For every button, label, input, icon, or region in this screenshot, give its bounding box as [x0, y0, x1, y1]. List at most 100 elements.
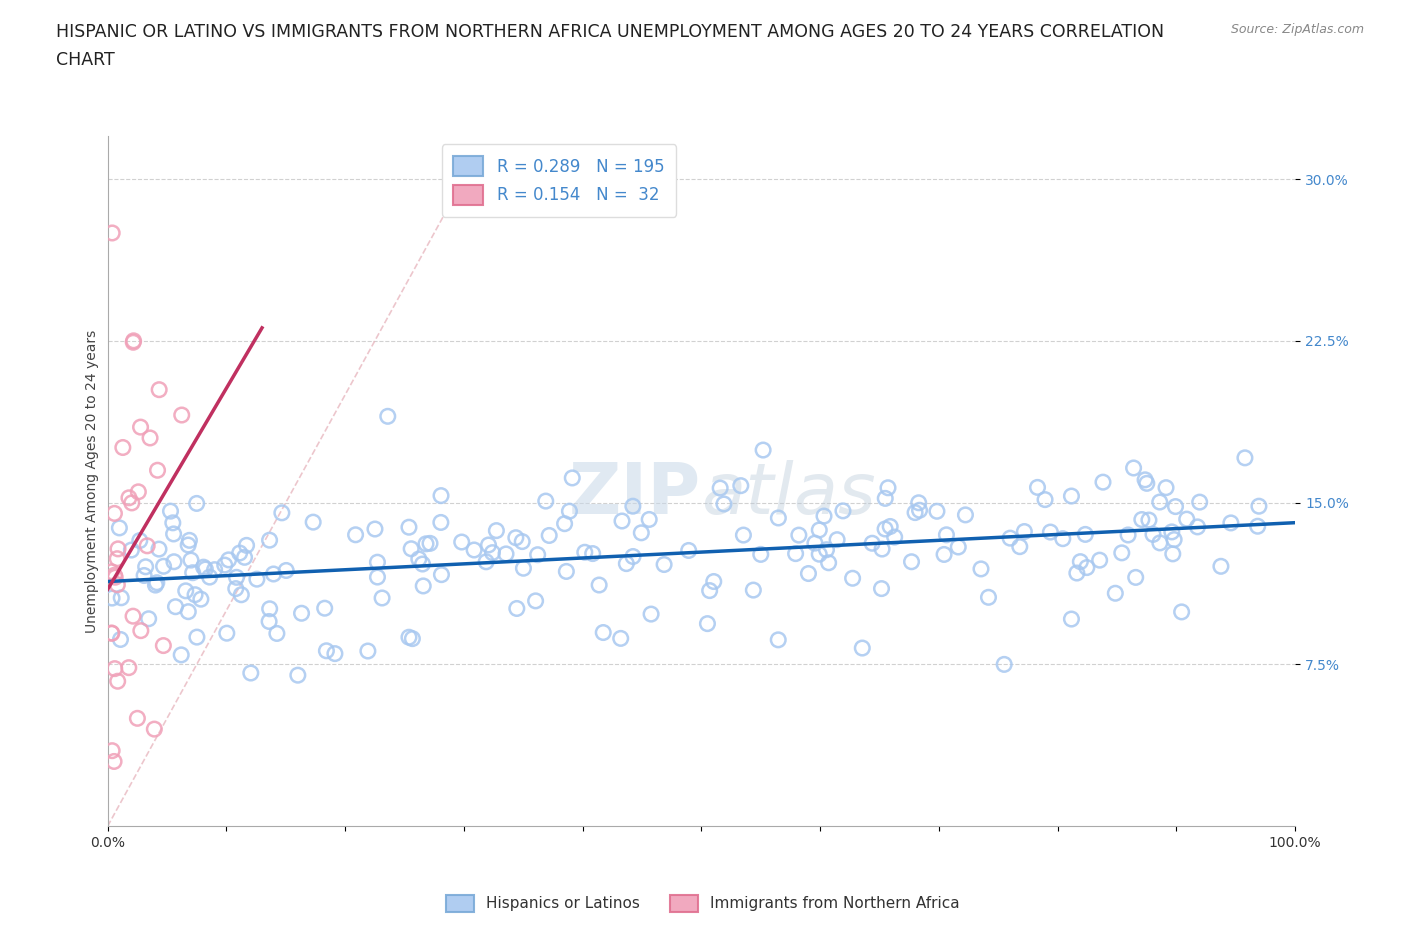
Point [105, 578, 128, 592]
Point [180, 552, 202, 567]
Point [873, 522, 896, 537]
Point [1052, 531, 1074, 546]
Point [107, 674, 129, 689]
Point [841, 571, 863, 586]
Point [162, 526, 184, 541]
Legend: Hispanics or Latinos, Immigrants from Northern Africa: Hispanics or Latinos, Immigrants from No… [440, 889, 966, 918]
Point [266, 626, 288, 641]
Point [257, 614, 280, 629]
Point [730, 478, 752, 493]
Point [118, 660, 141, 675]
Point [752, 443, 775, 458]
Point [344, 527, 367, 542]
Point [148, 541, 170, 556]
Point [239, 666, 262, 681]
Point [103, 506, 125, 521]
Point [1175, 512, 1198, 526]
Point [129, 419, 152, 434]
Point [129, 623, 152, 638]
Point [1149, 536, 1171, 551]
Point [100, 565, 122, 579]
Point [134, 568, 156, 583]
Point [1154, 480, 1177, 495]
Point [412, 578, 434, 593]
Point [233, 550, 256, 565]
Point [477, 538, 499, 552]
Point [270, 505, 292, 520]
Point [163, 554, 186, 569]
Point [1170, 604, 1192, 619]
Text: CHART: CHART [56, 51, 115, 69]
Point [401, 631, 423, 646]
Point [768, 632, 790, 647]
Point [512, 561, 534, 576]
Point [538, 528, 561, 543]
Point [1039, 525, 1062, 539]
Point [419, 536, 441, 551]
Point [1247, 519, 1270, 534]
Point [364, 522, 387, 537]
Point [1122, 460, 1144, 475]
Point [696, 617, 718, 631]
Point [357, 644, 380, 658]
Point [1091, 474, 1114, 489]
Point [1149, 495, 1171, 510]
Point [101, 591, 124, 605]
Point [555, 564, 578, 578]
Point [323, 646, 346, 661]
Point [860, 536, 883, 551]
Point [408, 551, 430, 566]
Point [314, 601, 336, 616]
Point [1188, 495, 1211, 510]
Point [510, 534, 533, 549]
Point [214, 558, 236, 573]
Point [111, 440, 134, 455]
Point [787, 527, 810, 542]
Point [1033, 492, 1056, 507]
Point [1161, 547, 1184, 562]
Point [152, 638, 174, 653]
Point [1233, 450, 1256, 465]
Point [630, 525, 652, 540]
Point [1088, 552, 1111, 567]
Point [101, 226, 124, 241]
Point [1163, 532, 1185, 547]
Point [463, 542, 485, 557]
Point [678, 543, 700, 558]
Point [246, 572, 269, 587]
Point [159, 504, 181, 519]
Point [122, 335, 145, 350]
Point [259, 602, 281, 617]
Point [1076, 560, 1098, 575]
Point [136, 538, 159, 553]
Point [198, 570, 221, 585]
Point [1066, 565, 1088, 580]
Point [104, 570, 127, 585]
Point [561, 471, 583, 485]
Point [231, 588, 253, 603]
Point [713, 497, 735, 512]
Point [110, 632, 132, 647]
Point [122, 333, 145, 348]
Point [235, 538, 257, 552]
Point [177, 538, 200, 552]
Point [817, 555, 839, 570]
Point [103, 754, 125, 769]
Point [797, 566, 820, 581]
Point [703, 574, 725, 589]
Point [1133, 472, 1156, 487]
Point [263, 566, 285, 581]
Point [276, 563, 298, 578]
Point [430, 488, 453, 503]
Point [1008, 539, 1031, 554]
Point [148, 382, 170, 397]
Point [1060, 612, 1083, 627]
Point [638, 512, 661, 527]
Point [925, 504, 948, 519]
Point [105, 551, 128, 566]
Point [287, 668, 309, 683]
Point [302, 514, 325, 529]
Point [122, 609, 145, 624]
Point [228, 546, 250, 561]
Point [127, 711, 149, 725]
